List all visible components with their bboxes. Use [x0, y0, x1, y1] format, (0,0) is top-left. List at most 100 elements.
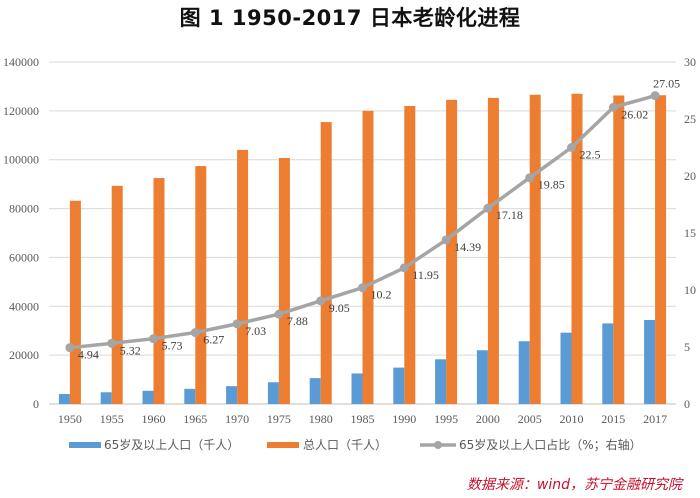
x-tick-label: 2005	[518, 412, 542, 426]
y-right-tick-label: 0	[684, 397, 690, 411]
bar-elderly-1990	[393, 367, 405, 404]
bar-elderly-1960	[142, 390, 154, 404]
y-left-tick-label: 120000	[3, 104, 39, 118]
legend-label-elderly: 65岁及以上人口（千人）	[104, 437, 239, 452]
x-tick-label: 1990	[392, 412, 416, 426]
y-right-tick-label: 10	[684, 283, 696, 297]
ratio-point-1955	[107, 338, 117, 348]
y-left-tick-label: 140000	[3, 55, 39, 69]
y-right-tick-label: 5	[684, 340, 690, 354]
bar-total-2017	[655, 95, 667, 405]
bar-elderly-2010	[560, 332, 572, 404]
bar-elderly-2017	[644, 319, 656, 404]
ratio-data-label: 6.27	[203, 333, 224, 347]
y-left-tick-label: 40000	[9, 299, 39, 313]
legend-swatch-elderly	[69, 442, 101, 448]
y-right-tick-label: 20	[684, 169, 696, 183]
ratio-point-1990	[399, 263, 409, 273]
y-right-tick-label: 30	[684, 55, 696, 69]
right-axis: 0 5 10 15 20 25 30	[684, 55, 696, 411]
x-axis: 1950 1955 1960 1965 1970 1975 1980 1985 1990 1995…	[58, 412, 667, 426]
bar-total-1975	[278, 158, 290, 404]
bar-total-2000	[487, 97, 499, 404]
ratio-point-2017	[650, 91, 660, 101]
bars	[58, 93, 667, 405]
legend-swatch-ratio-marker	[434, 441, 442, 449]
source-note: 数据来源：wind，苏宁金融研究院	[466, 477, 682, 493]
legend: 65岁及以上人口（千人） 总人口（千人） 65岁及以上人口占比（%；右轴）	[69, 437, 642, 452]
ratio-point-1950	[65, 343, 75, 353]
ratio-point-1980	[316, 296, 326, 306]
bar-elderly-2000	[476, 350, 488, 404]
x-tick-label: 1955	[100, 412, 124, 426]
ratio-data-label: 19.85	[538, 178, 565, 192]
x-tick-label: 1985	[351, 412, 375, 426]
y-right-tick-label: 25	[684, 112, 696, 126]
bar-total-1995	[446, 99, 458, 404]
ratio-data-label: 5.32	[120, 343, 141, 357]
bar-elderly-1965	[184, 388, 196, 404]
ratio-line: 4.94 5.32 5.73 6.27 7.03 7.88 9.05 10.2 11.95 14.…	[65, 77, 680, 362]
bar-total-1980	[320, 122, 332, 404]
ratio-data-label: 4.94	[78, 348, 99, 362]
x-tick-label: 1980	[309, 412, 333, 426]
x-tick-label: 1970	[225, 412, 249, 426]
bar-total-2005	[529, 94, 541, 404]
bar-elderly-1970	[226, 386, 238, 404]
bar-total-2015	[613, 95, 625, 405]
legend-label-total: 总人口（千人）	[303, 438, 387, 452]
ratio-point-2010	[567, 143, 576, 152]
ratio-data-label: 7.88	[287, 314, 308, 328]
bar-elderly-1950	[58, 393, 70, 404]
y-left-tick-label: 60000	[9, 250, 39, 264]
ratio-data-label: 11.95	[412, 268, 439, 282]
bar-total-1950	[69, 200, 81, 404]
ratio-point-2000	[483, 203, 493, 213]
ratio-data-label: 17.18	[496, 208, 523, 222]
ratio-point-1970	[232, 319, 242, 329]
bar-elderly-1955	[100, 392, 112, 404]
bar-total-1960	[153, 178, 165, 404]
ratio-data-label: 5.73	[162, 339, 183, 353]
x-tick-label: 1995	[434, 412, 458, 426]
ratio-point-2005	[525, 173, 535, 183]
ratio-point-1995	[441, 235, 451, 245]
left-axis: 0 20000 40000 60000 80000 100000 120000 140000	[3, 55, 39, 411]
y-left-tick-label: 100000	[3, 153, 39, 167]
bar-total-1990	[404, 105, 416, 404]
ratio-data-label: 9.05	[329, 301, 350, 315]
x-tick-label: 1965	[183, 412, 207, 426]
ratio-point-1985	[358, 283, 367, 293]
bar-elderly-2005	[518, 341, 530, 404]
bar-total-1965	[195, 166, 207, 404]
x-tick-label: 2017	[643, 412, 667, 426]
y-left-tick-label: 0	[33, 397, 39, 411]
x-tick-label: 1950	[58, 412, 82, 426]
bar-elderly-1985	[351, 373, 363, 404]
y-right-tick-label: 15	[684, 226, 696, 240]
ratio-data-label: 10.2	[371, 288, 392, 302]
ratio-data-label: 7.03	[245, 324, 266, 338]
ratio-point-2015	[608, 102, 618, 112]
x-tick-label: 2000	[476, 412, 500, 426]
x-tick-label: 2015	[601, 412, 625, 426]
bar-elderly-1995	[435, 359, 447, 404]
x-tick-label: 2010	[560, 412, 584, 426]
ratio-data-label: 26.02	[621, 107, 648, 121]
bar-elderly-1975	[267, 382, 279, 404]
x-tick-label: 1975	[267, 412, 291, 426]
y-left-tick-label: 80000	[9, 202, 39, 216]
bar-elderly-2015	[602, 323, 614, 404]
bar-total-1970	[237, 149, 249, 404]
ratio-data-label: 27.05	[653, 77, 680, 91]
ratio-point-1960	[149, 334, 158, 344]
ratio-point-1975	[274, 309, 284, 319]
y-left-tick-label: 20000	[9, 348, 39, 362]
legend-swatch-total	[267, 442, 299, 448]
ratio-point-1965	[190, 328, 200, 338]
ratio-data-label: 22.5	[580, 148, 601, 162]
bar-total-2010	[571, 93, 583, 404]
legend-label-ratio: 65岁及以上人口占比（%；右轴）	[459, 437, 642, 452]
bar-total-1955	[111, 185, 123, 404]
